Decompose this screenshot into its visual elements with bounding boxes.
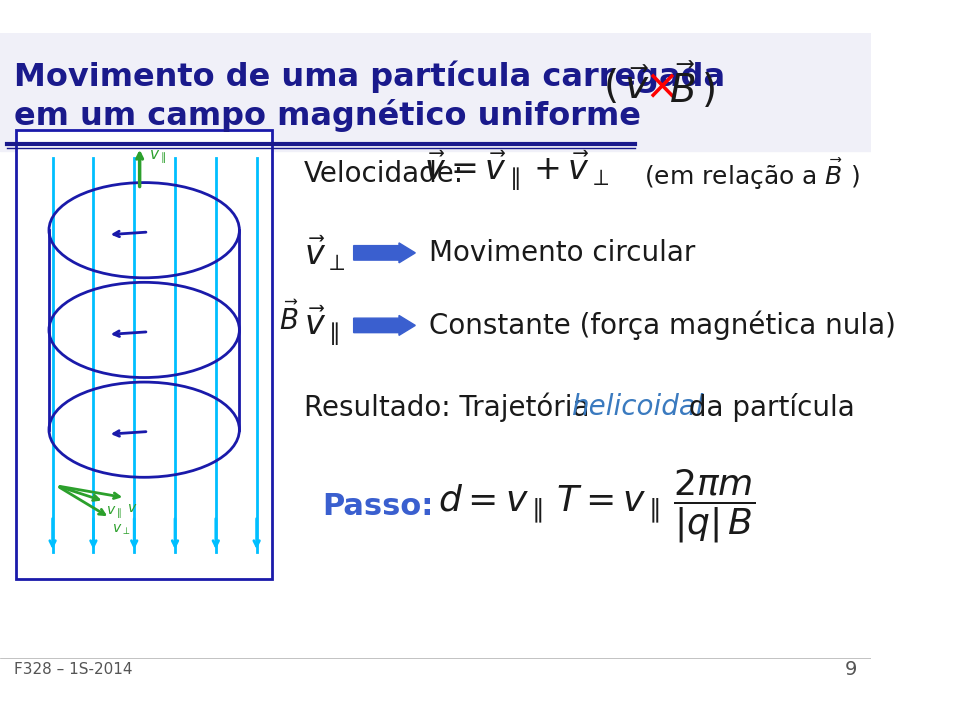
- Text: Constante (força magnética nula): Constante (força magnética nula): [429, 310, 896, 340]
- Text: F328 – 1S-2014: F328 – 1S-2014: [13, 663, 132, 678]
- Text: Velocidade:: Velocidade:: [303, 160, 464, 188]
- Text: Movimento circular: Movimento circular: [429, 239, 695, 267]
- Text: $v$: $v$: [127, 501, 137, 516]
- Text: $d = v_{\parallel}\,T = v_{\parallel}\,\dfrac{2\pi m}{|q|\,B}$: $d = v_{\parallel}\,T = v_{\parallel}\,\…: [438, 468, 756, 546]
- FancyArrow shape: [353, 243, 416, 263]
- FancyArrow shape: [353, 315, 416, 336]
- Text: (em relação a $\vec{B}$ ): (em relação a $\vec{B}$ ): [644, 156, 859, 191]
- Text: $\vec{v}_{\parallel}$: $\vec{v}_{\parallel}$: [303, 303, 339, 348]
- Text: Resultado: Trajetória: Resultado: Trajetória: [303, 392, 598, 422]
- Text: da partícula: da partícula: [680, 392, 854, 422]
- Text: $\vec{v} = \vec{v}_{\parallel} + \vec{v}_{\perp}$: $\vec{v} = \vec{v}_{\parallel} + \vec{v}…: [424, 148, 610, 193]
- Text: $\vec{v}_{\perp}$: $\vec{v}_{\perp}$: [303, 233, 346, 272]
- Text: $\times$: $\times$: [644, 65, 675, 107]
- Text: $v_{\parallel}$: $v_{\parallel}$: [149, 148, 166, 166]
- Text: em um campo magnético uniforme: em um campo magnético uniforme: [13, 99, 640, 132]
- Text: 9: 9: [845, 660, 857, 680]
- Text: $(\,\vec{v}$: $(\,\vec{v}$: [603, 65, 650, 108]
- Text: $\vec{B}\,)$: $\vec{B}\,)$: [669, 61, 716, 111]
- Text: $v_{\perp}$: $v_{\perp}$: [111, 522, 130, 536]
- Text: $v_{\parallel}$: $v_{\parallel}$: [107, 505, 122, 521]
- Text: $\vec{B}$: $\vec{B}$: [279, 302, 300, 336]
- Text: Passo:: Passo:: [322, 493, 433, 521]
- Text: Movimento de uma partícula carregada: Movimento de uma partícula carregada: [13, 61, 725, 93]
- Bar: [0, 34, 871, 151]
- Bar: [16, 130, 272, 579]
- Text: helicoidal: helicoidal: [571, 393, 704, 421]
